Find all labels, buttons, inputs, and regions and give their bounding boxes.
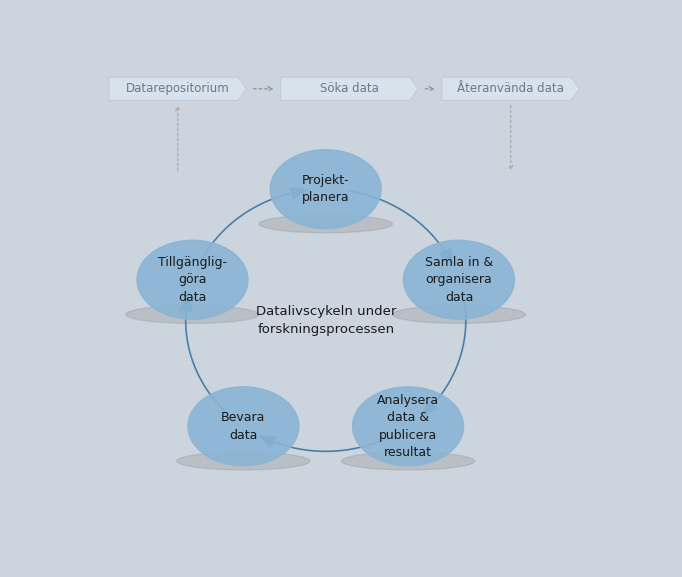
Polygon shape bbox=[423, 402, 438, 415]
Text: Datalivscykeln under
forskningsprocessen: Datalivscykeln under forskningsprocessen bbox=[256, 305, 396, 336]
Polygon shape bbox=[281, 77, 418, 100]
Text: Återanvända data: Återanvända data bbox=[458, 83, 564, 95]
Polygon shape bbox=[180, 297, 192, 311]
Ellipse shape bbox=[353, 387, 464, 466]
Ellipse shape bbox=[404, 240, 514, 319]
Text: Analysera
data &
publicera
resultat: Analysera data & publicera resultat bbox=[377, 394, 439, 459]
Polygon shape bbox=[291, 188, 307, 198]
Ellipse shape bbox=[270, 149, 381, 228]
Ellipse shape bbox=[126, 306, 259, 323]
Ellipse shape bbox=[342, 452, 475, 470]
Text: Söka data: Söka data bbox=[320, 83, 379, 95]
Text: Samla in &
organisera
data: Samla in & organisera data bbox=[425, 256, 493, 304]
Ellipse shape bbox=[259, 215, 392, 233]
Text: Bevara
data: Bevara data bbox=[221, 411, 265, 441]
Ellipse shape bbox=[177, 452, 310, 470]
Text: Projekt-
planera: Projekt- planera bbox=[302, 174, 350, 204]
Polygon shape bbox=[442, 77, 580, 100]
Ellipse shape bbox=[392, 306, 526, 323]
Text: Datarepositorium: Datarepositorium bbox=[126, 83, 230, 95]
Ellipse shape bbox=[188, 387, 299, 466]
Polygon shape bbox=[439, 249, 452, 263]
Ellipse shape bbox=[137, 240, 248, 319]
Polygon shape bbox=[259, 436, 276, 447]
Text: Tillgänglig-
göra
data: Tillgänglig- göra data bbox=[158, 256, 227, 304]
Polygon shape bbox=[109, 77, 246, 100]
